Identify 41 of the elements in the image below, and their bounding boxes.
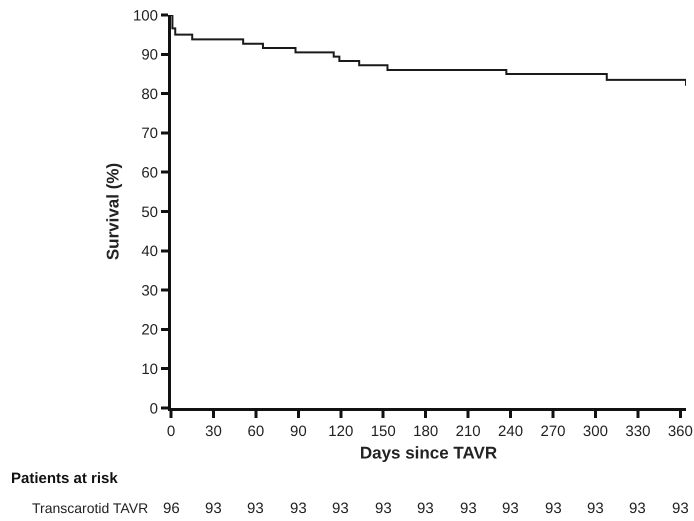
y-tick-label: 90 — [141, 46, 158, 64]
text: 93 — [290, 500, 307, 517]
x-tick-label: 270 — [540, 423, 566, 440]
y-tick-label: 100 — [132, 7, 158, 24]
x-tick-label: 30 — [205, 423, 222, 440]
text: Transcarotid TAVR — [32, 500, 148, 516]
y-tick-label: 60 — [141, 164, 158, 182]
text: 96 — [163, 500, 180, 517]
text: 93 — [417, 500, 434, 517]
text: 93 — [672, 500, 689, 517]
text: 93 — [460, 500, 477, 517]
text: 93 — [332, 500, 349, 517]
x-tick-label: 330 — [625, 423, 650, 440]
x-tick-label: 60 — [248, 423, 264, 440]
x-tick-label: 120 — [328, 423, 354, 440]
x-tick-label: 150 — [370, 423, 396, 440]
text: 93 — [502, 500, 519, 517]
y-tick-label: 40 — [141, 243, 158, 260]
y-tick-label: 70 — [141, 125, 158, 142]
text: 93 — [375, 500, 392, 517]
y-tick-label: 0 — [150, 400, 158, 418]
text: 93 — [247, 500, 264, 517]
x-tick-label: 210 — [456, 423, 481, 440]
y-tick-label: 30 — [141, 282, 158, 300]
text: 93 — [587, 500, 604, 517]
text: 93 — [629, 500, 646, 517]
y-axis-title: Survival (%) — [104, 162, 123, 260]
x-tick-label: 360 — [668, 423, 693, 440]
text: Patients at risk — [11, 470, 118, 487]
text: 93 — [205, 500, 222, 517]
x-tick-label: 90 — [290, 423, 307, 440]
x-tick-label: 180 — [413, 423, 438, 440]
x-tick-label: 300 — [582, 423, 608, 440]
y-tick-label: 20 — [141, 322, 158, 339]
text: 93 — [545, 500, 562, 517]
x-tick-label: 240 — [498, 423, 524, 440]
y-tick-label: 50 — [141, 204, 158, 221]
y-tick-label: 10 — [141, 360, 158, 378]
y-tick-label: 80 — [141, 86, 158, 103]
x-tick-label: 0 — [166, 423, 176, 440]
x-axis-title: Days since TAVR — [360, 443, 498, 462]
